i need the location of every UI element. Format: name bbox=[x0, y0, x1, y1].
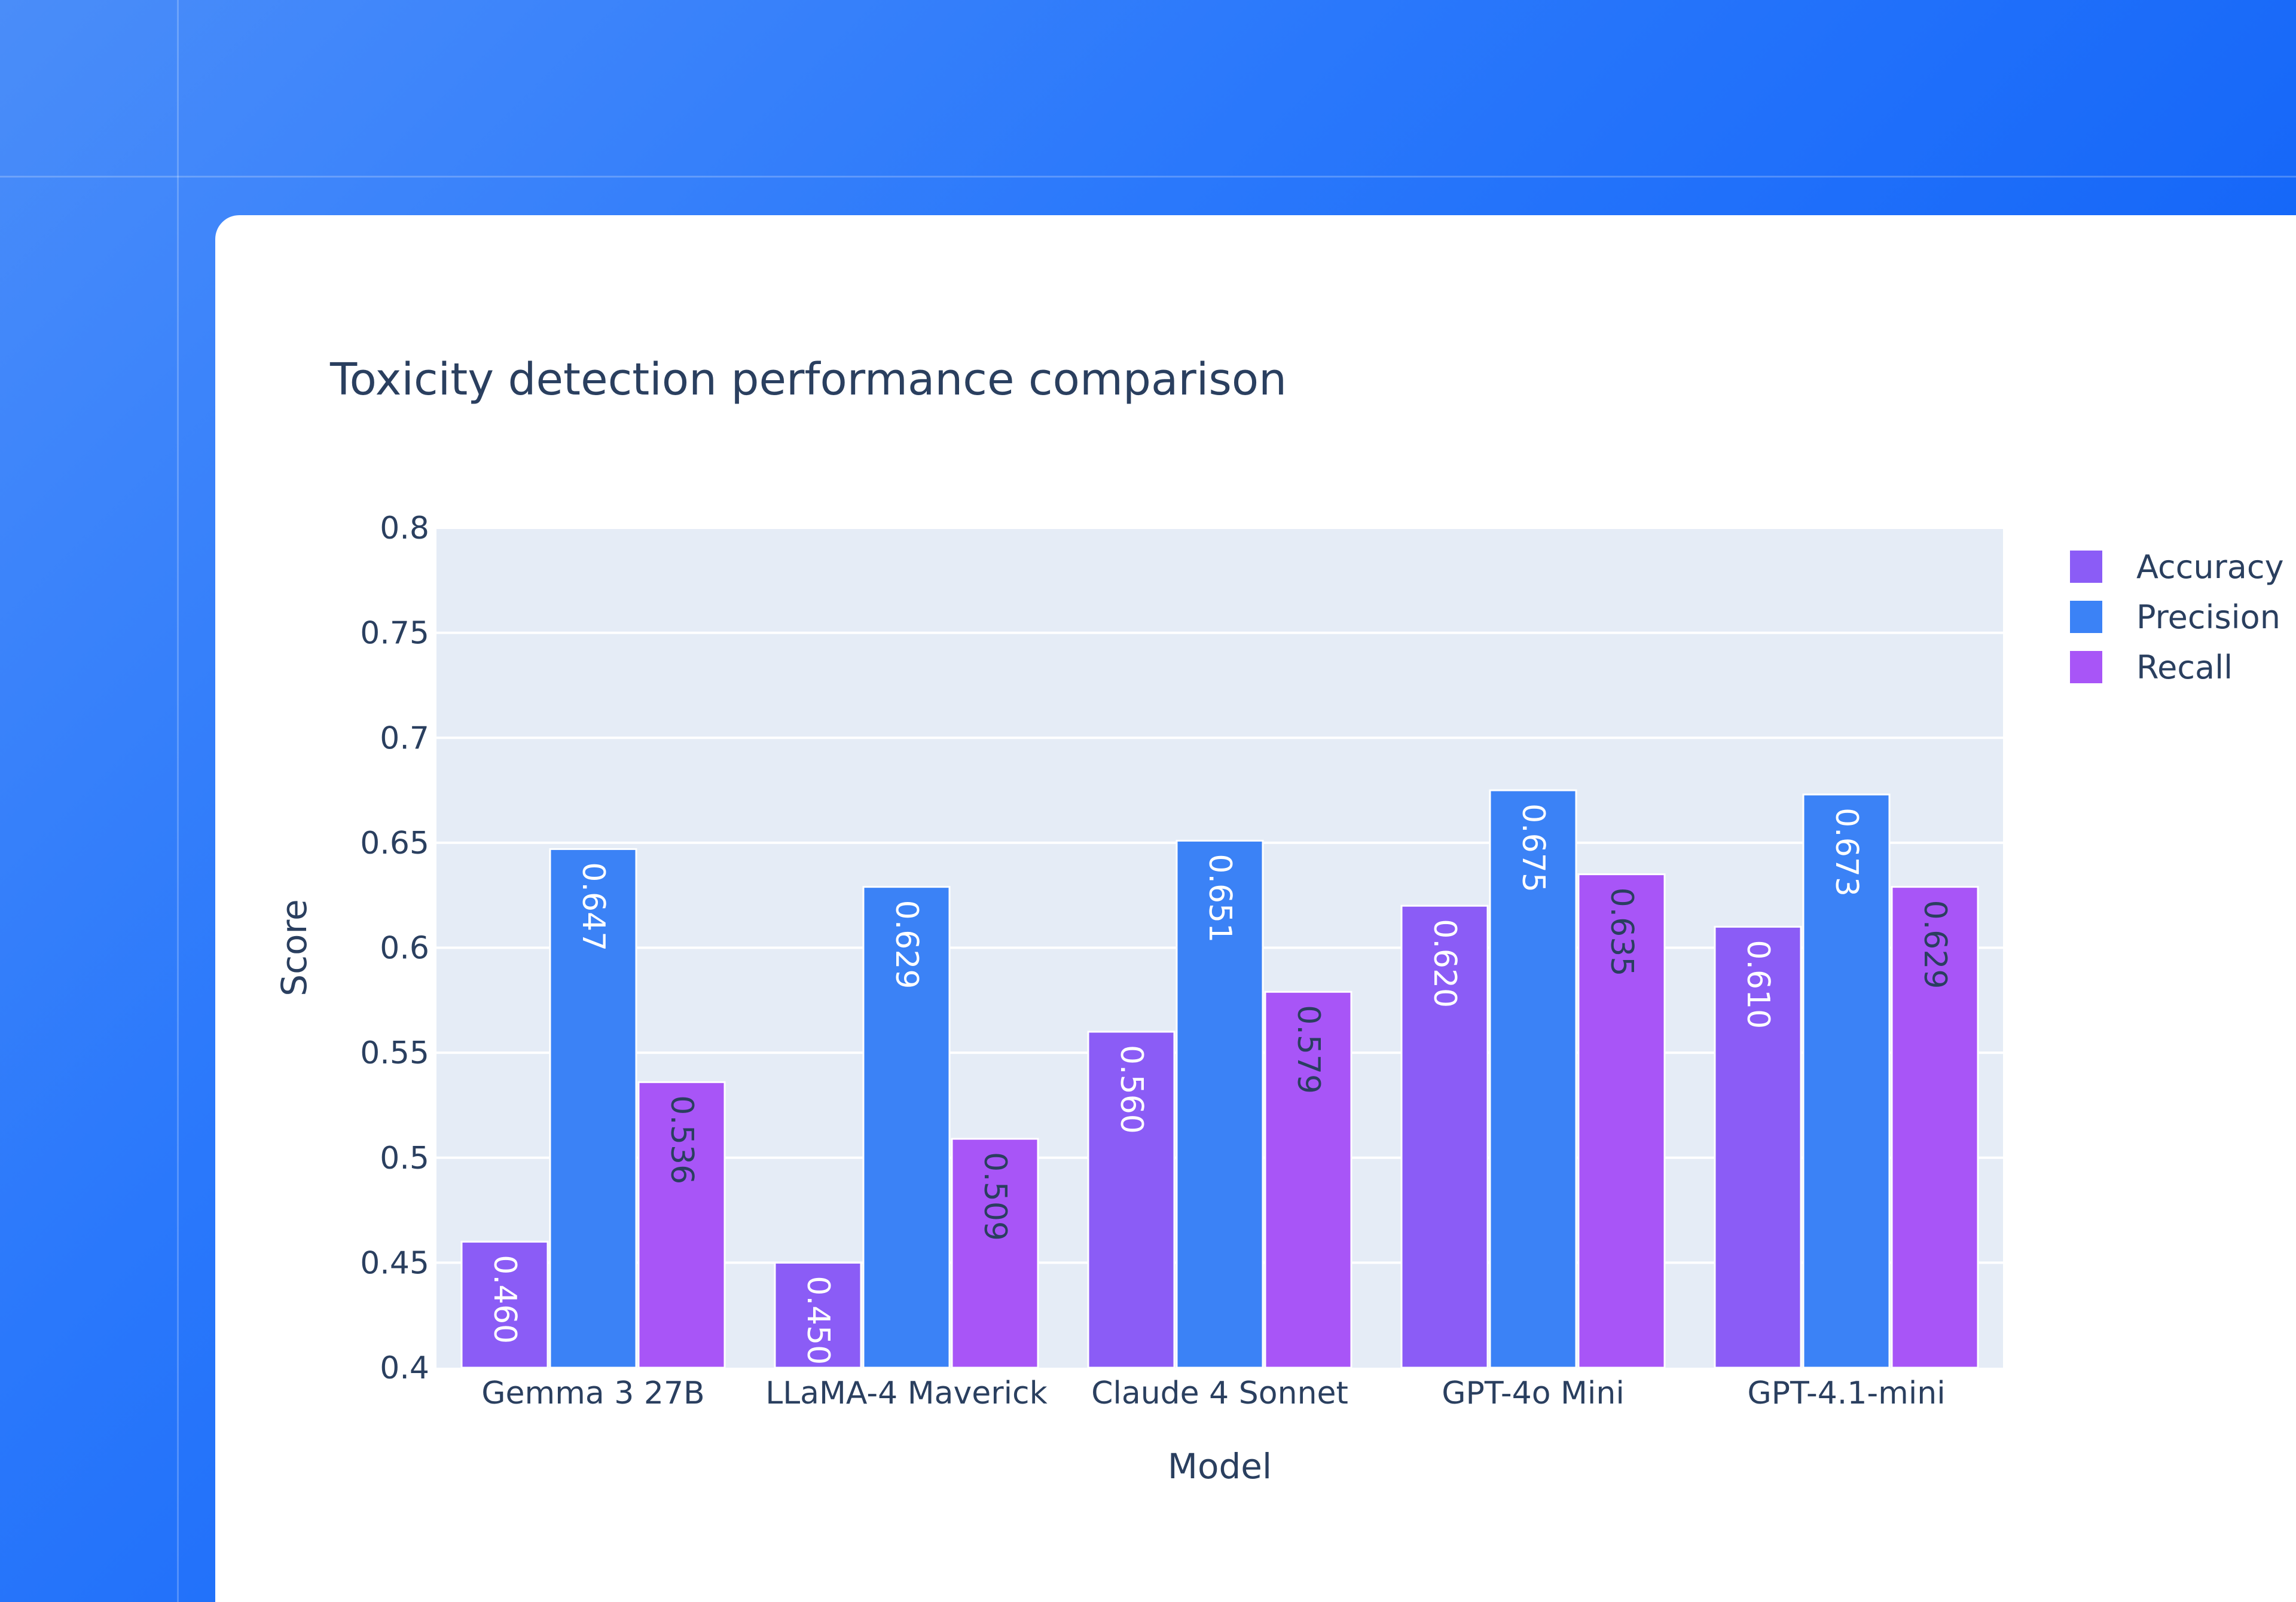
bar-value-label: 0.651 bbox=[1202, 854, 1238, 943]
y-tick-label: 0.45 bbox=[360, 1245, 429, 1281]
bar-precision[interactable] bbox=[1802, 793, 1891, 1369]
legend[interactable]: Accuracy Precision Recall bbox=[2070, 548, 2284, 686]
x-axis-title: Model bbox=[1168, 1446, 1272, 1487]
bar-recall[interactable] bbox=[637, 1081, 726, 1369]
y-axis-ticks: 0.4 0.45 0.5 0.55 0.6 0.65 0.7 0.75 0.8 bbox=[360, 510, 429, 1386]
bar-value-label: 0.579 bbox=[1290, 1005, 1326, 1094]
bar-value-label: 0.629 bbox=[1917, 900, 1953, 989]
bar-recall[interactable] bbox=[951, 1138, 1039, 1369]
bar-precision[interactable] bbox=[1489, 789, 1577, 1369]
x-tick-label: GPT-4.1-mini bbox=[1747, 1375, 1945, 1411]
bar-accuracy[interactable] bbox=[460, 1240, 549, 1369]
x-tick-label: Gemma 3 27B bbox=[481, 1375, 704, 1411]
bar-value-label: 0.509 bbox=[977, 1152, 1013, 1241]
y-tick-label: 0.65 bbox=[360, 826, 429, 861]
x-tick-label: Claude 4 Sonnet bbox=[1091, 1375, 1348, 1411]
bar-value-label: 0.536 bbox=[664, 1095, 700, 1184]
y-axis-title: Score bbox=[274, 899, 315, 996]
legend-item-recall[interactable]: Recall bbox=[2070, 649, 2233, 686]
y-tick-label: 0.4 bbox=[380, 1350, 429, 1386]
bar-recall[interactable] bbox=[1891, 886, 1979, 1369]
legend-label: Accuracy bbox=[2136, 548, 2284, 586]
y-tick-label: 0.7 bbox=[380, 720, 429, 756]
bar-precision[interactable] bbox=[1176, 839, 1264, 1369]
bar-value-label: 0.460 bbox=[487, 1255, 523, 1344]
chart-card: Toxicity detection performance compariso… bbox=[215, 215, 2296, 1602]
legend-item-accuracy[interactable]: Accuracy bbox=[2070, 548, 2284, 586]
legend-item-precision[interactable]: Precision bbox=[2070, 598, 2280, 636]
legend-label: Precision bbox=[2136, 598, 2280, 636]
bar-value-label: 0.560 bbox=[1113, 1045, 1149, 1134]
legend-label: Recall bbox=[2136, 649, 2233, 686]
x-axis-ticks: Gemma 3 27B LLaMA-4 Maverick Claude 4 Sonn… bbox=[481, 1375, 1945, 1411]
legend-swatch bbox=[2070, 651, 2102, 683]
bar-value-label: 0.635 bbox=[1604, 888, 1639, 977]
bar-accuracy[interactable] bbox=[1714, 925, 1802, 1369]
bar-recall[interactable] bbox=[1577, 873, 1666, 1369]
bar-value-label: 0.675 bbox=[1515, 803, 1551, 892]
bar-value-label: 0.450 bbox=[800, 1276, 836, 1365]
background-guide-horizontal bbox=[0, 176, 2296, 178]
bar-chart: Toxicity detection performance compariso… bbox=[274, 354, 2284, 1487]
bar-accuracy[interactable] bbox=[1087, 1031, 1176, 1369]
bar-value-label: 0.610 bbox=[1740, 940, 1776, 1029]
bar-precision[interactable] bbox=[862, 886, 951, 1369]
bar-value-label: 0.673 bbox=[1828, 808, 1864, 897]
bar-value-label: 0.647 bbox=[575, 862, 611, 951]
bar-accuracy[interactable] bbox=[1400, 904, 1489, 1369]
legend-swatch bbox=[2070, 551, 2102, 583]
x-tick-label: LLaMA-4 Maverick bbox=[765, 1375, 1048, 1411]
y-tick-label: 0.6 bbox=[380, 931, 429, 967]
bar-precision[interactable] bbox=[549, 848, 637, 1369]
legend-swatch bbox=[2070, 601, 2102, 633]
bar-accuracy[interactable] bbox=[774, 1261, 862, 1369]
chart-title: Toxicity detection performance compariso… bbox=[329, 354, 1287, 405]
bar-recall[interactable] bbox=[1264, 990, 1352, 1369]
y-tick-label: 0.5 bbox=[380, 1141, 429, 1176]
y-tick-label: 0.8 bbox=[380, 510, 429, 546]
y-tick-label: 0.55 bbox=[360, 1035, 429, 1071]
background-guide-vertical bbox=[177, 0, 179, 1602]
bar-value-label: 0.620 bbox=[1427, 919, 1463, 1008]
bars: 0.460 0.647 0.536 0.450 0.629 0.509 0.560 0.651… bbox=[460, 789, 1979, 1369]
y-tick-label: 0.75 bbox=[360, 616, 429, 652]
x-tick-label: GPT-4o Mini bbox=[1442, 1375, 1625, 1411]
bar-value-label: 0.629 bbox=[889, 900, 924, 989]
